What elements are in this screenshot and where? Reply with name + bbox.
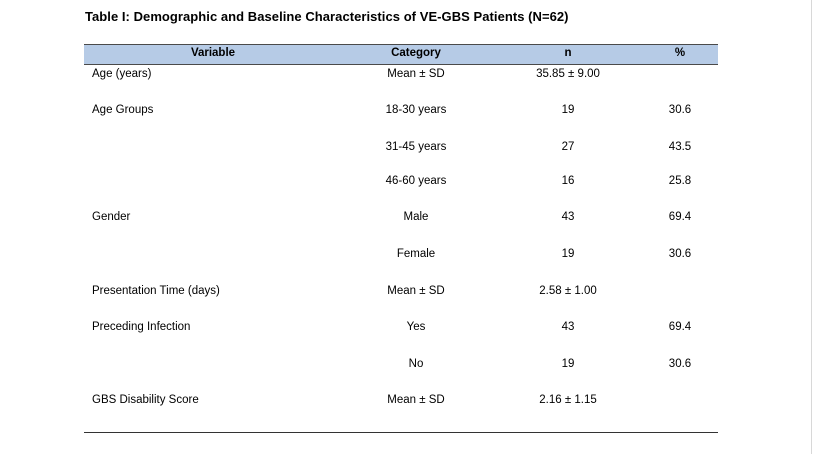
cell-n: 43 [561,321,575,333]
cell-category: Mean ± SD [387,394,445,406]
table-row: Age Groups 18-30 years 19 30.6 [84,104,718,120]
cell-variable: GBS Disability Score [92,394,199,406]
cell-n: 2.16 ± 1.15 [539,394,597,406]
table-row: 31-45 years 27 43.5 [84,141,718,157]
cell-variable: Presentation Time (days) [92,285,220,297]
table-row: Preceding Infection Yes 43 69.4 [84,321,718,337]
cell-category: Mean ± SD [387,68,445,80]
table-row: Gender Male 43 69.4 [84,211,718,227]
cell-percent: 69.4 [668,321,692,333]
cell-n: 19 [561,358,575,370]
cell-percent: 30.6 [668,248,692,260]
table-title: Table I: Demographic and Baseline Charac… [85,9,569,24]
cell-category: Male [403,211,429,223]
table-row: 46-60 years 16 25.8 [84,175,718,191]
cell-variable: Age (years) [92,68,152,80]
table-row: Female 19 30.6 [84,248,718,264]
cell-percent: 25.8 [668,175,692,187]
cell-variable: Preceding Infection [92,321,191,333]
cell-category: 18-30 years [385,104,447,116]
table-row: Presentation Time (days) Mean ± SD 2.58 … [84,285,718,301]
cell-n: 19 [561,104,575,116]
cell-variable: Age Groups [92,104,154,116]
cell-category: Yes [406,321,426,333]
header-n: n [564,47,572,59]
cell-category: 31-45 years [385,141,447,153]
cell-n: 35.85 ± 9.00 [536,68,600,80]
header-variable: Variable [190,47,236,59]
cell-variable: Gender [92,211,131,223]
table-header-row: Variable Category n % [84,44,718,65]
cell-category: Mean ± SD [387,285,445,297]
cell-category: Female [396,248,436,260]
cell-percent: 43.5 [668,141,692,153]
header-category: Category [391,47,441,59]
cell-category: 46-60 years [385,175,447,187]
header-percent: % [674,47,686,59]
cell-percent: 30.6 [668,104,692,116]
table-row: No 19 30.6 [84,358,718,374]
page-edge-divider [811,0,812,454]
cell-n: 43 [561,211,575,223]
cell-percent: 69.4 [668,211,692,223]
cell-percent: 30.6 [668,358,692,370]
table-bottom-rule [84,432,718,433]
characteristics-table: Variable Category n % Age (years) Mean ±… [84,44,718,406]
cell-n: 27 [561,141,575,153]
cell-n: 2.58 ± 1.00 [539,285,597,297]
cell-n: 19 [561,248,575,260]
cell-category: No [408,358,424,370]
cell-n: 16 [561,175,575,187]
table-row: GBS Disability Score Mean ± SD 2.16 ± 1.… [84,394,718,410]
table-row: Age (years) Mean ± SD 35.85 ± 9.00 [84,68,718,84]
